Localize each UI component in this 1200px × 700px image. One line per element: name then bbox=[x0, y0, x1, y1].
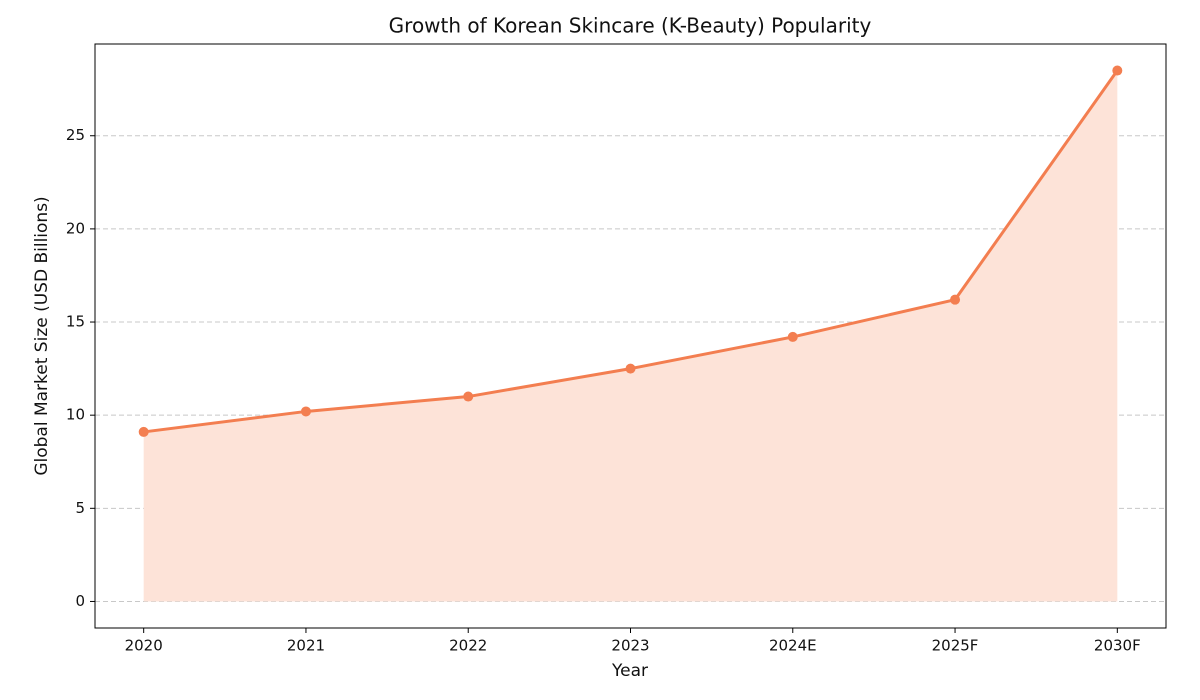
y-tick-label: 25 bbox=[66, 126, 85, 144]
area bbox=[143, 70, 1118, 602]
point bbox=[463, 391, 474, 402]
point bbox=[138, 426, 149, 437]
x-tick-label: 2021 bbox=[287, 637, 325, 655]
point bbox=[1112, 65, 1123, 76]
x-tick-label: 2025F bbox=[932, 637, 979, 655]
x-tick-label: 2022 bbox=[449, 637, 487, 655]
x-tick-label: 2023 bbox=[611, 637, 649, 655]
x-tick-label: 2020 bbox=[125, 637, 163, 655]
y-tick-label: 5 bbox=[75, 499, 85, 517]
plot-frame bbox=[94, 43, 1167, 629]
y-tick-label: 15 bbox=[66, 313, 85, 331]
chart-title: Growth of Korean Skincare (K-Beauty) Pop… bbox=[389, 14, 872, 38]
point bbox=[300, 406, 311, 417]
y-tick-label: 20 bbox=[66, 219, 85, 237]
x-tick-label: 2030F bbox=[1094, 637, 1141, 655]
y-axis-label: Global Market Size (USD Billions) bbox=[32, 196, 52, 475]
x-axis-label: Year bbox=[611, 661, 648, 681]
y-tick-label: 10 bbox=[66, 406, 85, 424]
y-tick-label: 0 bbox=[75, 592, 85, 610]
point bbox=[625, 363, 636, 374]
x-tick-label: 2024E bbox=[769, 637, 817, 655]
point bbox=[950, 294, 961, 305]
point bbox=[787, 331, 798, 342]
